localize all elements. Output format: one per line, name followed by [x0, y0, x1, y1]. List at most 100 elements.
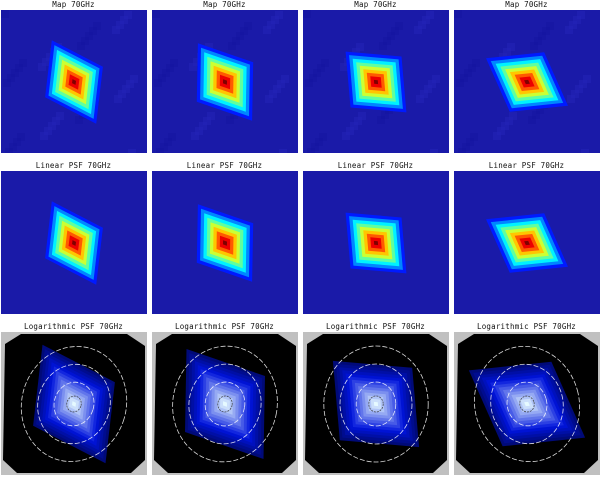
- noise-tile: [391, 27, 399, 35]
- contour-line: [20, 346, 128, 462]
- noise-tile: [128, 149, 136, 153]
- noise-tile: [542, 27, 550, 35]
- intensity-level: [223, 401, 227, 407]
- noise-tile: [152, 10, 160, 18]
- contour-line: [172, 345, 278, 463]
- noise-tile: [583, 75, 591, 83]
- noise-tile: [468, 64, 476, 72]
- contour-line: [519, 395, 535, 413]
- intensity-level: [72, 79, 76, 85]
- noise-tile: [317, 64, 325, 72]
- linear-psf-plot: [152, 171, 298, 314]
- noise-tile: [232, 37, 240, 45]
- noise-tile: [579, 80, 587, 88]
- map-image: [303, 10, 449, 153]
- log-psf-image: [303, 332, 449, 475]
- noise-tile: [472, 59, 480, 67]
- map-panel-1: Map 70GHz: [0, 0, 147, 155]
- contour-line: [217, 395, 233, 413]
- noise-tile: [203, 117, 211, 125]
- noise-tile: [416, 95, 424, 103]
- linear-psf-panel-1: Linear PSF 70GHz: [0, 161, 147, 316]
- log-psf-panel-4: Logarithmic PSF 70GHz: [453, 322, 600, 477]
- contour-line: [37, 363, 111, 445]
- noise-tile: [577, 11, 585, 19]
- noise-tile: [199, 122, 207, 130]
- panel-title: Map 70GHz: [203, 0, 246, 9]
- noise-tile: [462, 143, 470, 151]
- panel-title: Map 70GHz: [52, 0, 95, 9]
- intensity-level: [373, 79, 379, 85]
- noise-tile: [470, 133, 478, 141]
- noise-tile: [112, 26, 120, 34]
- log-psf-image: [454, 332, 600, 475]
- noise-tile: [569, 21, 577, 29]
- noise-tile: [263, 26, 271, 34]
- noise-tile: [383, 37, 391, 45]
- noise-tile: [313, 69, 321, 77]
- noise-tile: [81, 37, 89, 45]
- noise-tile: [124, 11, 132, 19]
- panel-title: Logarithmic PSF 70GHz: [476, 322, 577, 331]
- noise-tile: [3, 79, 11, 87]
- noise-tile: [387, 32, 395, 40]
- noise-tile: [269, 90, 277, 98]
- intensity-level: [524, 240, 530, 246]
- noise-tile: [507, 43, 515, 51]
- noise-tile: [154, 79, 162, 87]
- log-psf-image: [152, 332, 298, 475]
- noise-tile: [424, 85, 432, 93]
- noise-tile: [114, 95, 122, 103]
- intensity-level: [373, 401, 379, 407]
- contour-line: [53, 381, 95, 427]
- noise-tile: [466, 138, 474, 146]
- noise-tile: [321, 59, 329, 67]
- noise-tile: [38, 63, 46, 71]
- noise-tile: [381, 111, 389, 119]
- noise-tile: [56, 112, 64, 120]
- map-panel-3: Map 70GHz: [302, 0, 449, 155]
- noise-tile: [48, 122, 56, 130]
- map-plot: [152, 10, 298, 153]
- log-psf-plot: [303, 332, 449, 475]
- contour-line: [506, 381, 548, 427]
- noise-tile: [207, 112, 215, 120]
- noise-tile: [573, 16, 581, 24]
- noise-tile: [226, 116, 234, 124]
- noise-tile: [530, 42, 538, 50]
- log-psf-plot: [1, 332, 147, 475]
- panel-title: Logarithmic PSF 70GHz: [174, 322, 275, 331]
- noise-tile: [418, 21, 426, 29]
- noise-tile: [15, 64, 23, 72]
- linear-psf-panel-3: Linear PSF 70GHz: [302, 161, 449, 316]
- noise-tile: [546, 22, 554, 30]
- noise-tile: [342, 132, 350, 140]
- panel-title: Map 70GHz: [505, 0, 548, 9]
- noise-tile: [315, 138, 323, 146]
- noise-tile: [340, 63, 348, 71]
- noise-tile: [581, 149, 589, 153]
- intensity-level: [223, 79, 227, 85]
- intensity-level: [524, 401, 530, 407]
- noise-tile: [44, 127, 52, 135]
- noise-tile: [430, 149, 438, 153]
- noise-tile: [426, 11, 434, 19]
- noise-tile: [271, 16, 279, 24]
- noise-tile: [40, 132, 48, 140]
- noise-tile: [42, 58, 50, 66]
- intensity-level: [72, 401, 76, 407]
- noise-tile: [236, 32, 244, 40]
- linear-psf-plot: [1, 171, 147, 314]
- noise-tile: [428, 80, 436, 88]
- noise-tile: [279, 149, 287, 153]
- map-image: [1, 10, 147, 153]
- noise-tile: [166, 64, 174, 72]
- noise-tile: [19, 59, 27, 67]
- linear-psf-image: [303, 171, 449, 314]
- noise-tile: [456, 79, 464, 87]
- noise-tile: [89, 27, 97, 35]
- noise-tile: [432, 75, 440, 83]
- contour-line: [368, 395, 384, 413]
- linear-psf-image: [1, 171, 147, 314]
